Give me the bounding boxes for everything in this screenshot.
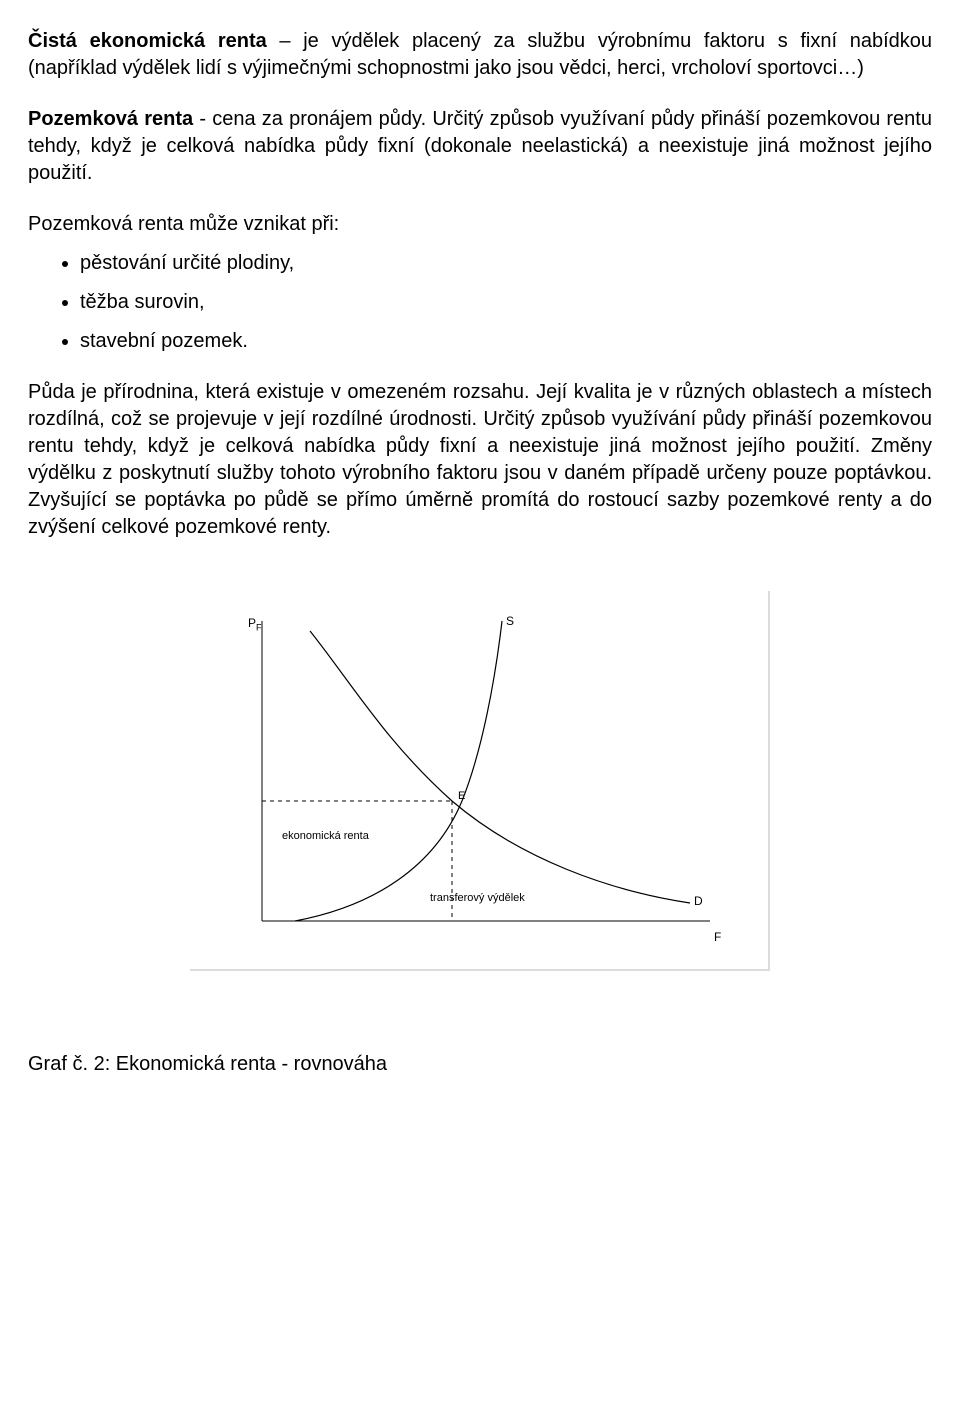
paragraph-2: Pozemková renta - cena za pronájem půdy.… <box>28 106 932 187</box>
chart-container: PF F S D E ekonomická renta transferový … <box>190 591 770 971</box>
transfer-region-label: transferový výdělek <box>430 891 525 906</box>
rent-region-label: ekonomická renta <box>282 829 369 844</box>
list-item: stavební pozemek. <box>80 328 932 355</box>
supply-curve <box>295 621 502 921</box>
p1-bold: Čistá ekonomická renta <box>28 30 267 52</box>
y-axis-label: PF <box>248 615 262 634</box>
demand-label: D <box>694 893 703 909</box>
demand-curve <box>310 631 690 903</box>
list-item: těžba surovin, <box>80 289 932 316</box>
x-axis-label: F <box>714 929 721 945</box>
supply-label: S <box>506 613 514 629</box>
bullet-list: pěstování určité plodiny, těžba surovin,… <box>28 250 932 355</box>
chart-caption: Graf č. 2: Ekonomická renta - rovnováha <box>28 1051 932 1078</box>
paragraph-4: Půda je přírodnina, která existuje v ome… <box>28 379 932 541</box>
chart-svg <box>190 591 768 969</box>
paragraph-3: Pozemková renta může vznikat při: <box>28 211 932 238</box>
paragraph-1: Čistá ekonomická renta – je výdělek plac… <box>28 28 932 82</box>
p2-bold: Pozemková renta <box>28 108 193 130</box>
equilibrium-label: E <box>458 789 465 804</box>
list-item: pěstování určité plodiny, <box>80 250 932 277</box>
chart-box: PF F S D E ekonomická renta transferový … <box>190 591 770 971</box>
